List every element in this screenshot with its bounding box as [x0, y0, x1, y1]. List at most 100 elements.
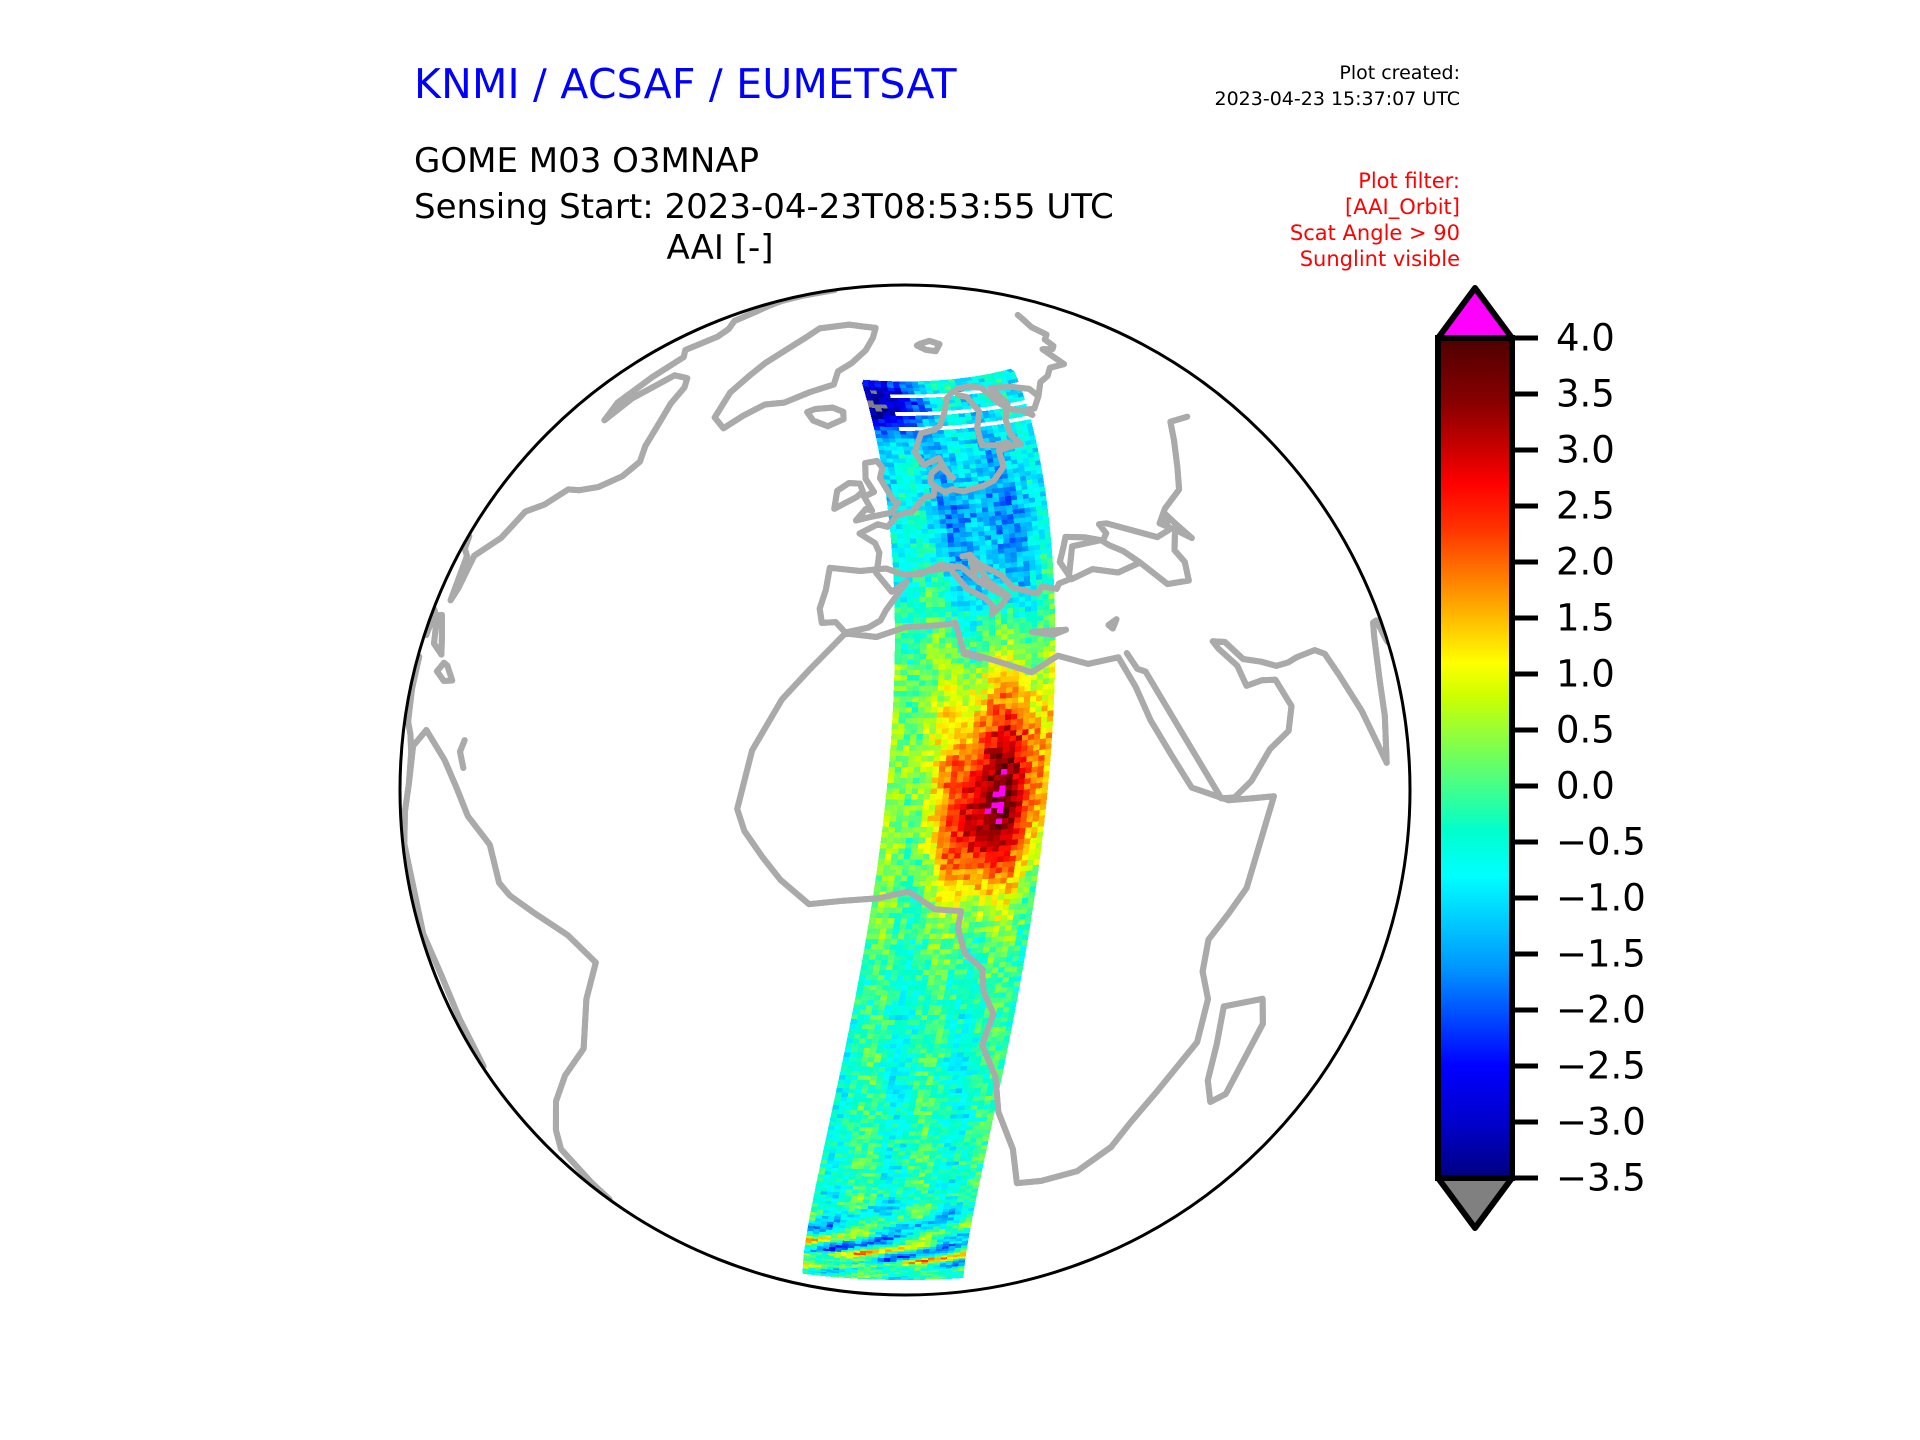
swath-pixel [998, 997, 1006, 1003]
swath-pixel [919, 1234, 926, 1238]
swath-pixel [864, 1009, 872, 1015]
swath-pixel [890, 1218, 898, 1222]
swath-pixel [883, 944, 891, 950]
swath-pixel [835, 1242, 843, 1246]
swath-pixel [916, 734, 923, 740]
swath-pixel [857, 1014, 865, 1020]
swath-pixel [1027, 488, 1034, 494]
plot-created-label: Plot created: [1339, 62, 1460, 84]
swath-pixel [829, 1174, 837, 1179]
swath-pixel [993, 780, 1001, 787]
swath-pixel [975, 830, 983, 837]
swath-pixel [860, 1088, 869, 1094]
swath-pixel [905, 843, 912, 849]
swath-pixel [919, 1200, 927, 1204]
swath-pixel [998, 720, 1005, 726]
swath-pixel [930, 712, 937, 718]
swath-pixel [934, 1158, 942, 1163]
swath-pixel [947, 896, 955, 902]
swath-pixel [1048, 598, 1055, 605]
swath-pixel [1024, 696, 1031, 703]
swath-pixel [921, 859, 929, 865]
swath-pixel [912, 430, 920, 435]
swath-pixel [920, 1226, 928, 1230]
swath-pixel [829, 1145, 837, 1150]
swath-pixel [994, 987, 1002, 993]
swath-pixel [957, 1164, 965, 1169]
swath-pixel [1016, 490, 1023, 496]
swath-pixel [1049, 640, 1056, 647]
swath-pixel [950, 596, 958, 602]
swath-pixel [963, 679, 970, 685]
swath-pixel [1007, 757, 1015, 764]
swath-pixel [894, 643, 902, 649]
swath-pixel [888, 438, 896, 443]
swath-pixel [1029, 783, 1037, 790]
swath-pixel [835, 1207, 843, 1211]
swath-pixel [1002, 752, 1009, 759]
swath-pixel [1035, 574, 1042, 580]
swath-pixel [991, 488, 999, 494]
swath-pixel [1038, 534, 1046, 540]
swath-pixel [890, 805, 898, 811]
swath-pixel [903, 1098, 911, 1103]
swath-pixel [1035, 788, 1042, 795]
swath-pixel [986, 497, 994, 503]
swath-pixel [926, 638, 933, 644]
swath-pixel [940, 744, 948, 751]
swath-pixel [971, 754, 978, 760]
swath-pixel [932, 669, 939, 675]
swath-pixel [852, 1009, 860, 1015]
swath-pixel [951, 518, 959, 524]
swath-pixel [910, 1183, 918, 1188]
swath-pixel [1015, 971, 1023, 977]
swath-pixel [982, 1104, 990, 1109]
swath-pixel [877, 902, 885, 908]
swath-pixel [1000, 435, 1007, 441]
swath-pixel [891, 1093, 899, 1099]
swath-pixel [870, 1102, 878, 1107]
swath-pixel [942, 891, 950, 897]
swath-pixel [957, 1018, 965, 1024]
swath-pixel [1028, 728, 1035, 735]
swath-pixel [1003, 856, 1010, 862]
swath-pixel [1026, 479, 1033, 485]
swath-pixel [921, 479, 929, 484]
swath-pixel [930, 1242, 937, 1245]
swath-pixel [847, 1153, 854, 1158]
swath-pixel [892, 404, 901, 409]
swath-pixel [954, 1211, 962, 1215]
swath-pixel [949, 1114, 957, 1119]
swath-pixel [816, 1212, 823, 1216]
swath-pixel [997, 967, 1005, 973]
swath-pixel [959, 809, 967, 816]
swath-pixel [909, 805, 917, 811]
swath-pixel [1002, 977, 1010, 983]
swath-pixel [962, 1235, 970, 1239]
swath-pixel [910, 799, 918, 806]
swath-pixel [905, 384, 913, 388]
swath-pixel [893, 408, 902, 413]
swath-pixel [867, 1241, 875, 1245]
swath-pixel [996, 1068, 1004, 1074]
swath-pixel [1002, 524, 1009, 530]
swath-pixel [1013, 638, 1020, 645]
swath-pixel [913, 466, 921, 472]
swath-pixel [1036, 689, 1043, 696]
swath-pixel [963, 1047, 972, 1053]
swath-pixel [887, 880, 895, 887]
swath-pixel [931, 1114, 939, 1120]
swath-pixel [964, 642, 971, 648]
swath-pixel [903, 543, 911, 549]
swath-pixel [886, 384, 894, 388]
swath-pixel [807, 1228, 814, 1232]
swath-pixel [1024, 512, 1032, 518]
swath-pixel [1021, 536, 1028, 542]
swath-pixel [891, 423, 899, 427]
swath-pixel [1025, 761, 1033, 768]
swath-pixel [985, 851, 993, 858]
swath-pixel [1008, 940, 1016, 947]
swath-pixel [954, 398, 962, 403]
swath-pixel [833, 1219, 841, 1223]
swath-pixel [932, 912, 940, 918]
